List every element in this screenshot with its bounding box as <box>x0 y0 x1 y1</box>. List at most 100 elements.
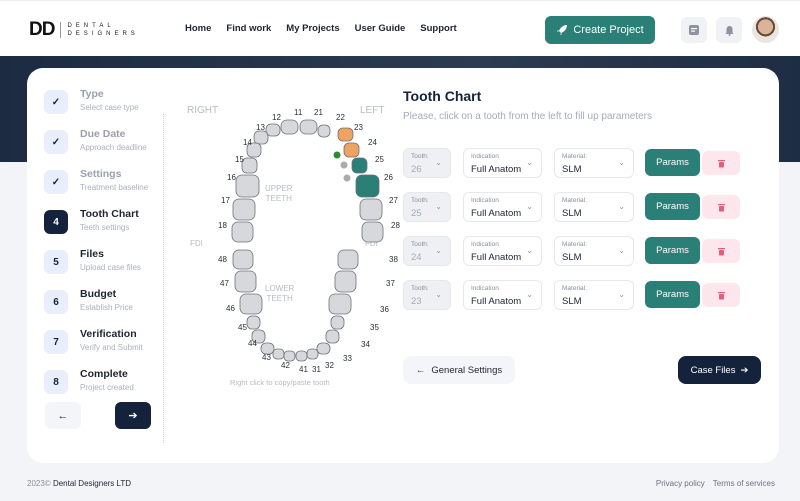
tooth-select[interactable]: Tooth: 26 ⌄ <box>403 148 451 178</box>
delete-button[interactable] <box>702 151 740 175</box>
tooth-18 <box>231 221 254 243</box>
tooth-chart: RIGHT LEFT FDI FDI UPPER TEETH LOWER TEE… <box>180 98 400 398</box>
marker-dot-gray <box>340 161 348 169</box>
tooth-select[interactable]: Tooth: 23 ⌄ <box>403 280 451 310</box>
step-number: 7 <box>44 330 68 354</box>
indication-select[interactable]: Indication Full Anatom ⌄ <box>463 148 542 178</box>
tooth-16 <box>235 174 260 198</box>
tooth-22 <box>317 124 331 138</box>
tooth-select[interactable]: Tooth: 24 ⌄ <box>403 236 451 266</box>
tooth-35 <box>330 315 345 330</box>
delete-button[interactable] <box>702 195 740 219</box>
chevron-down-icon: ⌄ <box>618 158 625 167</box>
check-icon: ✓ <box>44 130 68 154</box>
indication-select[interactable]: Indication Full Anatom ⌄ <box>463 192 542 222</box>
params-button[interactable]: Params <box>645 149 700 176</box>
tooth-14 <box>246 142 262 158</box>
step-complete[interactable]: 8 Complete Project created <box>44 368 164 408</box>
fdi-label-left: FDI <box>365 239 378 248</box>
upper-teeth-label: UPPER TEETH <box>265 184 293 203</box>
tooth-24 <box>343 142 360 158</box>
arrow-left-icon: ← <box>415 364 426 376</box>
tooth-38 <box>337 249 359 270</box>
indication-select[interactable]: Indication Full Anatom ⌄ <box>463 236 542 266</box>
case-files-button[interactable]: Case Files ➔ <box>678 356 761 384</box>
step-due-date[interactable]: ✓ Due Date Approach deadline <box>44 128 164 168</box>
tooth-36 <box>328 293 352 315</box>
general-settings-button[interactable]: ← General Settings <box>403 356 515 384</box>
nav-home[interactable]: Home <box>185 23 212 34</box>
user-avatar[interactable] <box>752 16 779 43</box>
footer-copyright: 2023© Dental Designers LTD <box>27 479 132 488</box>
tooth-27 <box>359 198 383 221</box>
nav-user-guide[interactable]: User Guide <box>354 23 406 34</box>
chevron-down-icon: ⌄ <box>435 202 442 211</box>
nav-find-work[interactable]: Find work <box>226 23 272 34</box>
notifications-button[interactable] <box>716 17 742 43</box>
check-icon: ✓ <box>44 170 68 194</box>
tooth-15 <box>241 157 258 174</box>
delete-button[interactable] <box>702 283 740 307</box>
message-icon <box>689 25 699 35</box>
trash-icon <box>717 247 725 255</box>
step-files[interactable]: 5 Files Upload case files <box>44 248 164 288</box>
nav-support[interactable]: Support <box>420 23 457 34</box>
tooth-37 <box>334 270 357 293</box>
marker-dot-gray <box>343 174 351 182</box>
params-button[interactable]: Params <box>645 193 700 220</box>
terms-link[interactable]: Terms of services <box>712 479 775 488</box>
step-type[interactable]: ✓ Type Select case type <box>44 88 164 128</box>
step-settings[interactable]: ✓ Settings Treatment baseline <box>44 168 164 208</box>
tooth-23 <box>337 127 354 142</box>
bell-icon <box>725 25 733 36</box>
tooth-45 <box>246 315 261 330</box>
tooth-25 <box>351 157 368 174</box>
divider <box>163 113 164 443</box>
tooth-11 <box>280 119 299 135</box>
tooth-26 <box>355 174 380 198</box>
check-icon: ✓ <box>44 90 68 114</box>
material-select[interactable]: Material: SLM ⌄ <box>554 280 634 310</box>
arrow-left-icon: ← <box>57 409 69 422</box>
tooth-21 <box>299 119 318 135</box>
logo[interactable]: DD DENTAL DESIGNERS <box>29 19 139 41</box>
params-button[interactable]: Params <box>645 281 700 308</box>
material-select[interactable]: Material: SLM ⌄ <box>554 236 634 266</box>
lower-teeth-label: LOWER TEETH <box>265 284 295 303</box>
chevron-down-icon: ⌄ <box>618 290 625 299</box>
tooth-32 <box>306 348 319 360</box>
tooth-12 <box>265 123 281 137</box>
right-label: RIGHT <box>187 105 219 116</box>
trash-icon <box>717 203 725 211</box>
logo-text: DENTAL DESIGNERS <box>67 23 139 37</box>
step-verification[interactable]: 7 Verification Verify and Submit <box>44 328 164 368</box>
tooth-28 <box>361 221 384 243</box>
panel-header: Tooth Chart Please, click on a tooth fro… <box>403 88 652 122</box>
material-select[interactable]: Material: SLM ⌄ <box>554 148 634 178</box>
chevron-down-icon: ⌄ <box>618 202 625 211</box>
create-project-button[interactable]: Create Project <box>545 16 655 44</box>
teeth-diagram[interactable] <box>180 98 395 378</box>
step-budget[interactable]: 6 Budget Establish Price <box>44 288 164 328</box>
previous-step-button[interactable]: ← <box>45 402 81 429</box>
step-list: ✓ Type Select case type ✓ Due Date Approach … <box>44 88 164 408</box>
logo-mark: DD <box>29 19 55 40</box>
params-button[interactable]: Params <box>645 237 700 264</box>
privacy-policy-link[interactable]: Privacy policy <box>655 479 705 488</box>
messages-button[interactable] <box>681 17 707 43</box>
delete-button[interactable] <box>702 239 740 263</box>
rocket-icon <box>557 25 568 35</box>
arrow-right-icon: ➔ <box>740 364 749 376</box>
step-number: 4 <box>44 210 68 234</box>
next-step-button[interactable]: ➔ <box>115 402 151 429</box>
material-select[interactable]: Material: SLM ⌄ <box>554 192 634 222</box>
trash-icon <box>717 291 725 299</box>
chevron-down-icon: ⌄ <box>526 202 533 211</box>
chevron-down-icon: ⌄ <box>435 158 442 167</box>
indication-select[interactable]: Indication Full Anatom ⌄ <box>463 280 542 310</box>
step-tooth-chart[interactable]: 4 Tooth Chart Teeth settings <box>44 208 164 248</box>
nav-my-projects[interactable]: My Projects <box>286 23 340 34</box>
tooth-47 <box>234 270 257 293</box>
tooth-select[interactable]: Tooth: 25 ⌄ <box>403 192 451 222</box>
tooth-13 <box>253 130 269 145</box>
